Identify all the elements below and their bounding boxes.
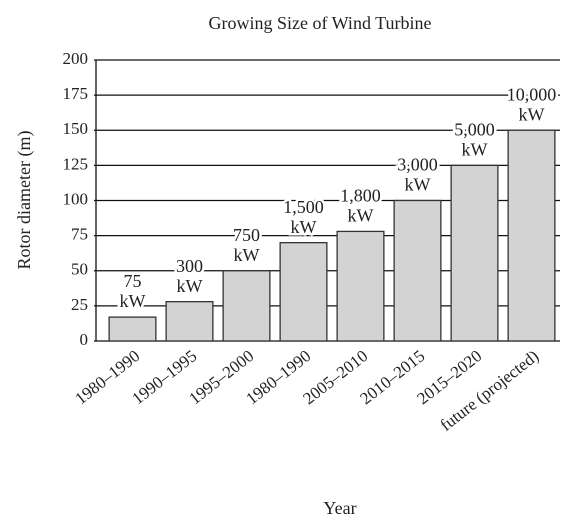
annotation: kW (291, 217, 317, 237)
annotation: kW (462, 140, 488, 160)
annotation: 10,000 (507, 84, 557, 104)
y-tick-label: 200 (63, 49, 89, 68)
annotation: 75 (124, 271, 142, 291)
y-tick-label: 25 (71, 295, 88, 314)
annotation: 5,000 (454, 120, 495, 140)
bar (336, 230, 385, 342)
annotation: 1,800 (340, 186, 381, 206)
annotation: kW (348, 206, 374, 226)
x-tick-label: future (projected) (437, 346, 543, 434)
bar (393, 199, 442, 342)
bar (279, 241, 328, 342)
y-tick-label: 175 (63, 84, 89, 103)
annotation: kW (519, 104, 545, 124)
y-tick-label: 0 (80, 330, 89, 349)
y-tick-label: 50 (71, 260, 88, 279)
bar (165, 301, 214, 342)
annotation: kW (405, 175, 431, 195)
x-axis-label: Year (323, 498, 356, 518)
y-tick-label: 150 (63, 119, 89, 138)
bar (507, 129, 556, 342)
annotation: kW (234, 245, 260, 265)
annotation: 750 (233, 225, 260, 245)
y-tick-label: 75 (71, 225, 88, 244)
bar (108, 316, 157, 342)
annotation: kW (177, 276, 203, 296)
y-tick-label: 100 (63, 189, 89, 208)
annotation: 3,000 (397, 155, 438, 175)
annotation: 1,500 (283, 197, 324, 217)
annotation: 300 (176, 256, 203, 276)
chart-title: Growing Size of Wind Turbine (209, 13, 432, 33)
annotation: kW (120, 291, 146, 311)
bar (450, 164, 499, 342)
bar (222, 270, 271, 342)
y-tick-label: 125 (63, 154, 89, 173)
y-axis-label: Rotor diameter (m) (14, 131, 35, 270)
